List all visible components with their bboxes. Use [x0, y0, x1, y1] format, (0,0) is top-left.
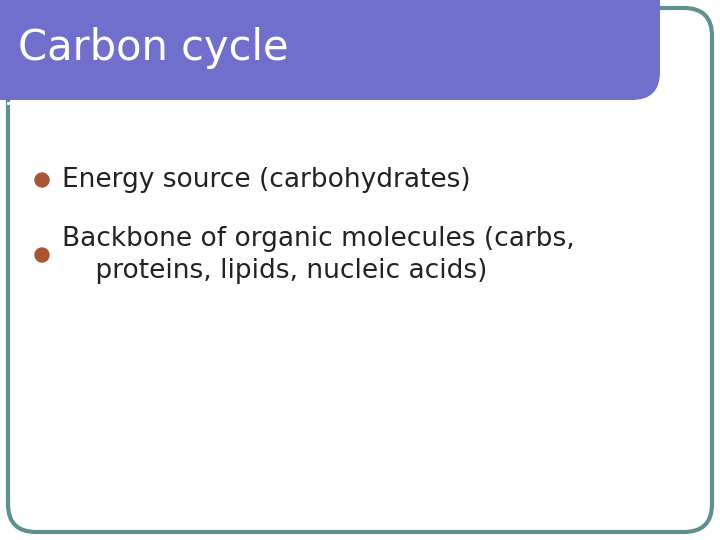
Circle shape: [35, 248, 49, 262]
FancyBboxPatch shape: [0, 0, 660, 100]
Circle shape: [35, 173, 49, 187]
Text: Energy source (carbohydrates): Energy source (carbohydrates): [62, 167, 471, 193]
Text: Carbon cycle: Carbon cycle: [18, 27, 289, 69]
Bar: [0, 0, 28, 100]
Text: Backbone of organic molecules (carbs,
    proteins, lipids, nucleic acids): Backbone of organic molecules (carbs, pr…: [62, 226, 575, 285]
Bar: [0, 0, 660, 50]
FancyBboxPatch shape: [8, 8, 712, 532]
